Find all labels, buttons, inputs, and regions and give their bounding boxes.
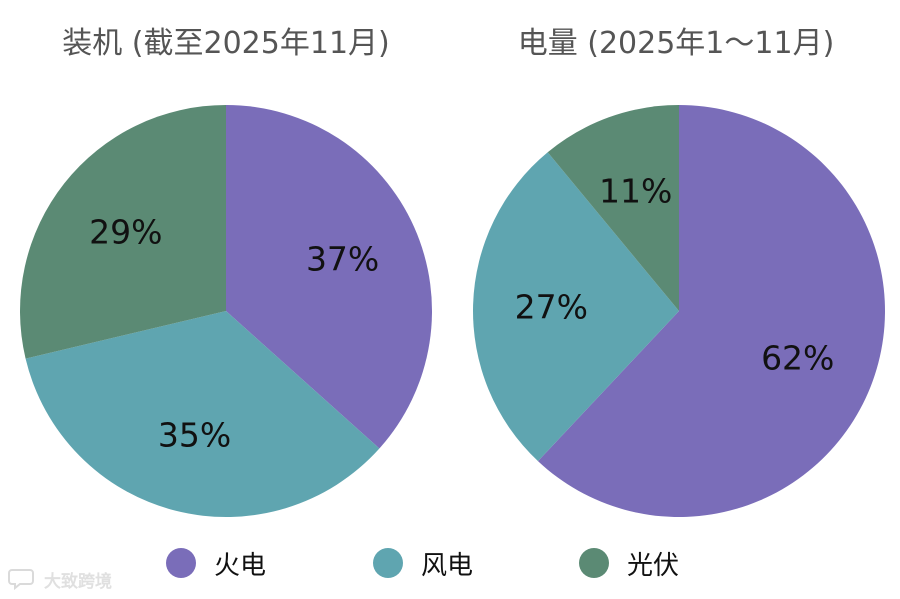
chart-title-generation: 电量 (2025年1～11月) [517, 26, 835, 61]
pie-charts: 37% 35% 29% 62% 27% 11% [20, 105, 885, 517]
watermark-text: 大致跨境 [44, 571, 112, 592]
pie-generation-label-wind: 27% [515, 287, 588, 326]
pie-installed-slice-solar [20, 105, 226, 359]
speech-bubble-icon [8, 569, 34, 591]
legend-label-wind: 风电 [421, 550, 474, 581]
pie-generation-slice-wind [472, 152, 679, 462]
pie-generation-label-thermal: 62% [761, 339, 834, 378]
legend-swatch-thermal [166, 548, 196, 578]
pie-installed-slice-thermal [226, 105, 432, 449]
legend-item-wind: 风电 [373, 543, 473, 583]
pie-installed-label-thermal: 37% [306, 239, 379, 278]
chart-title-installed: 装机 (截至2025年11月) [62, 26, 390, 61]
legend-label-thermal: 火电 [214, 550, 267, 581]
legend-item-thermal: 火电 [166, 543, 266, 583]
pie-generation-slice-solar [547, 105, 679, 311]
pie-generation-slice-thermal [537, 105, 885, 517]
pie-generation-label-solar: 11% [599, 171, 672, 210]
legend-label-solar: 光伏 [627, 550, 680, 581]
pie-installed-label-solar: 29% [89, 212, 162, 251]
watermark: 大致跨境 [8, 566, 112, 592]
legend-swatch-solar [579, 548, 609, 578]
legend-swatch-wind [373, 548, 403, 578]
pie-installed-slice-wind [25, 311, 380, 517]
pie-installed-label-wind: 35% [158, 415, 231, 454]
legend-item-solar: 光伏 [579, 543, 679, 583]
legend: 火电 风电 光伏 [0, 543, 900, 583]
